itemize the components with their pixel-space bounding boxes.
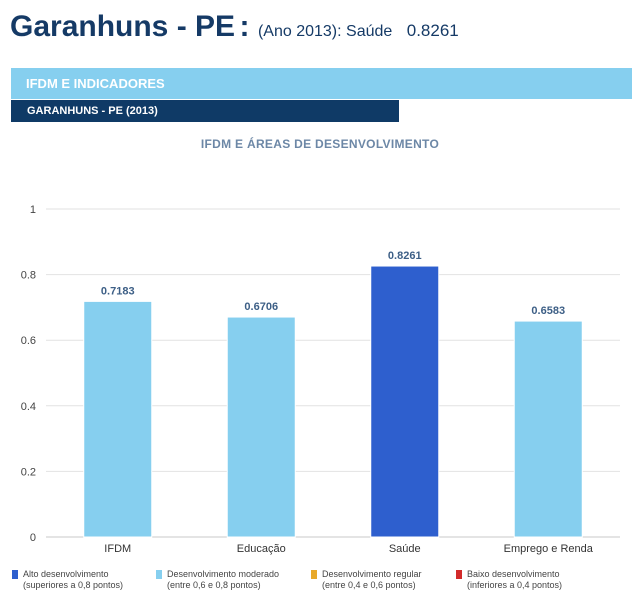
bar [513,320,583,538]
legend-swatch-regular [311,570,317,579]
bar [370,265,440,538]
legend-item-high: Alto desenvolvimento (superiores a 0,8 p… [12,569,123,591]
x-tick-label: Educação [237,543,286,555]
bar [226,316,296,538]
legend-item-regular: Desenvolvimento regular (entre 0,4 e 0,6… [311,569,422,591]
legend-text-regular-1: Desenvolvimento regular [322,569,422,579]
title-separator: : [239,10,250,43]
legend-swatch-low [456,570,462,579]
chart-title: IFDM E ÁREAS DE DESENVOLVIMENTO [200,137,440,151]
legend: Alto desenvolvimento (superiores a 0,8 p… [0,569,640,599]
year-label: (Ano 2013): [257,23,342,40]
section-band: IFDM E INDICADORES [11,68,632,99]
city-name: Garanhuns - PE [10,10,236,43]
data-label: 0.7183 [101,285,135,297]
legend-item-moderate: Desenvolvimento moderado (entre 0,6 e 0,… [156,569,279,591]
data-label: 0.6706 [244,301,278,313]
legend-text-moderate-2: (entre 0,6 e 0,8 pontos) [167,580,261,590]
legend-text-regular-2: (entre 0,4 e 0,6 pontos) [322,580,416,590]
legend-swatch-high [12,570,18,579]
legend-text-moderate-1: Desenvolvimento moderado [167,569,280,579]
data-label: 0.6583 [531,305,565,317]
score-value: 0.8261 [406,21,459,40]
section-subband: GARANHUNS - PE (2013) [11,100,399,122]
y-tick-label: 0.2 [21,466,36,478]
x-tick-label: Saúde [389,543,421,555]
y-tick-label: 0.6 [21,335,36,347]
legend-text-high-2: (superiores a 0,8 pontos) [23,580,124,590]
page-title: Garanhuns - PE : (Ano 2013): Saúde 0.826… [10,10,459,44]
y-tick-label: 1 [30,204,36,216]
legend-text-high-1: Alto desenvolvimento [23,569,109,579]
legend-swatch-moderate [156,570,162,579]
x-tick-label: Emprego e Renda [504,543,594,555]
data-label: 0.8261 [388,250,422,262]
area-label: Saúde [346,23,393,40]
y-tick-label: 0.4 [21,401,36,413]
x-tick-label: IFDM [104,543,131,555]
legend-text-low-2: (inferiores a 0,4 pontos) [467,580,563,590]
y-tick-label: 0 [30,532,36,544]
legend-text-low-1: Baixo desenvolvimento [467,569,560,579]
y-tick-label: 0.8 [21,270,36,282]
bar [83,300,153,538]
legend-item-low: Baixo desenvolvimento (inferiores a 0,4 … [456,569,562,591]
